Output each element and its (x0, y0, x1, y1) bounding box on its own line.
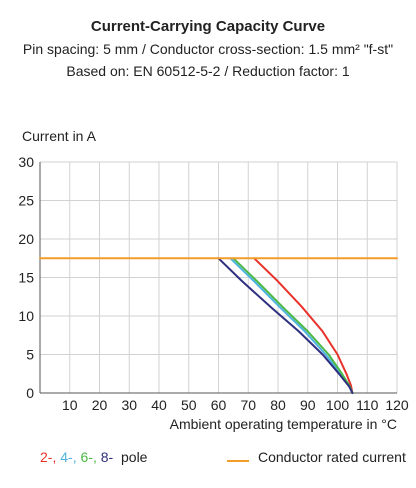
legend-separator: -, (47, 449, 61, 465)
legend-rated-swatch (227, 460, 249, 462)
chart-title: Current-Carrying Capacity Curve (90, 18, 326, 35)
series-line-2 (253, 257, 354, 394)
x-tick-label: 120 (385, 397, 409, 413)
x-tick-label: 10 (62, 397, 78, 413)
x-tick-label: 70 (240, 397, 256, 413)
legend-pole: 2-, 4-, 6-, 8- pole (40, 449, 147, 465)
legend-pole-label: pole (121, 449, 148, 465)
x-tick-label: 110 (356, 397, 379, 413)
y-tick-label: 30 (18, 154, 34, 170)
x-tick-label: 90 (300, 397, 316, 413)
series-line-8 (217, 257, 354, 394)
y-tick-label: 0 (26, 385, 34, 401)
x-tick-label: 20 (92, 397, 108, 413)
legend-separator: - (108, 449, 114, 465)
x-tick-label: 80 (270, 397, 286, 413)
x-tick-label: 30 (121, 397, 137, 413)
x-tick-label: 60 (211, 397, 227, 413)
y-tick-label: 5 (26, 347, 34, 363)
y-axis-label: Current in A (22, 128, 96, 144)
legend-separator: -, (88, 449, 101, 465)
legend-pole-6: 6 (80, 449, 89, 465)
chart-subtitle-1: Pin spacing: 5 mm / Conductor cross-sect… (22, 41, 394, 57)
legend-pole-4: 4 (60, 449, 69, 465)
legend-pole-8: 8 (100, 449, 109, 465)
x-tick-label: 100 (326, 397, 350, 413)
legend-pole-2: 2 (40, 449, 48, 465)
legend-separator: -, (68, 449, 81, 465)
y-tick-label: 15 (18, 270, 34, 286)
y-tick-label: 20 (18, 231, 34, 247)
y-tick-label: 10 (18, 308, 34, 324)
x-tick-label: 40 (151, 397, 167, 413)
x-tick-label: 50 (181, 397, 197, 413)
x-axis-label: Ambient operating temperature in °C (170, 416, 397, 432)
legend-rated-label: Conductor rated current (258, 449, 406, 465)
y-tick-label: 25 (18, 193, 34, 209)
chart-subtitle-2: Based on: EN 60512-5-2 / Reduction facto… (66, 63, 350, 79)
